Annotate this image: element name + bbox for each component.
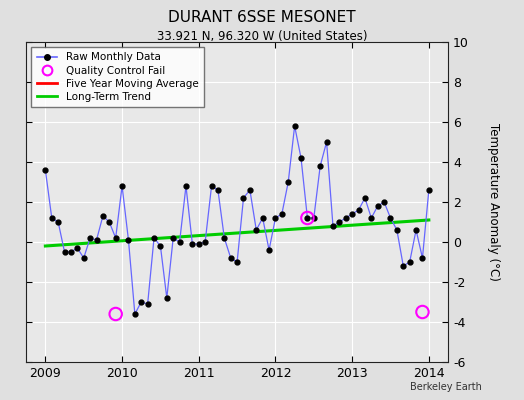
Text: DURANT 6SSE MESONET: DURANT 6SSE MESONET (168, 10, 356, 25)
Point (112, 311, 120, 317)
Legend: Raw Monthly Data, Quality Control Fail, Five Year Moving Average, Long-Term Tren: Raw Monthly Data, Quality Control Fail, … (31, 47, 204, 107)
Point (303, 215, 312, 221)
Text: Berkeley Earth: Berkeley Earth (410, 382, 482, 392)
Point (418, 309, 427, 315)
Y-axis label: Temperature Anomaly (°C): Temperature Anomaly (°C) (487, 123, 500, 281)
Text: 33.921 N, 96.320 W (United States): 33.921 N, 96.320 W (United States) (157, 30, 367, 43)
